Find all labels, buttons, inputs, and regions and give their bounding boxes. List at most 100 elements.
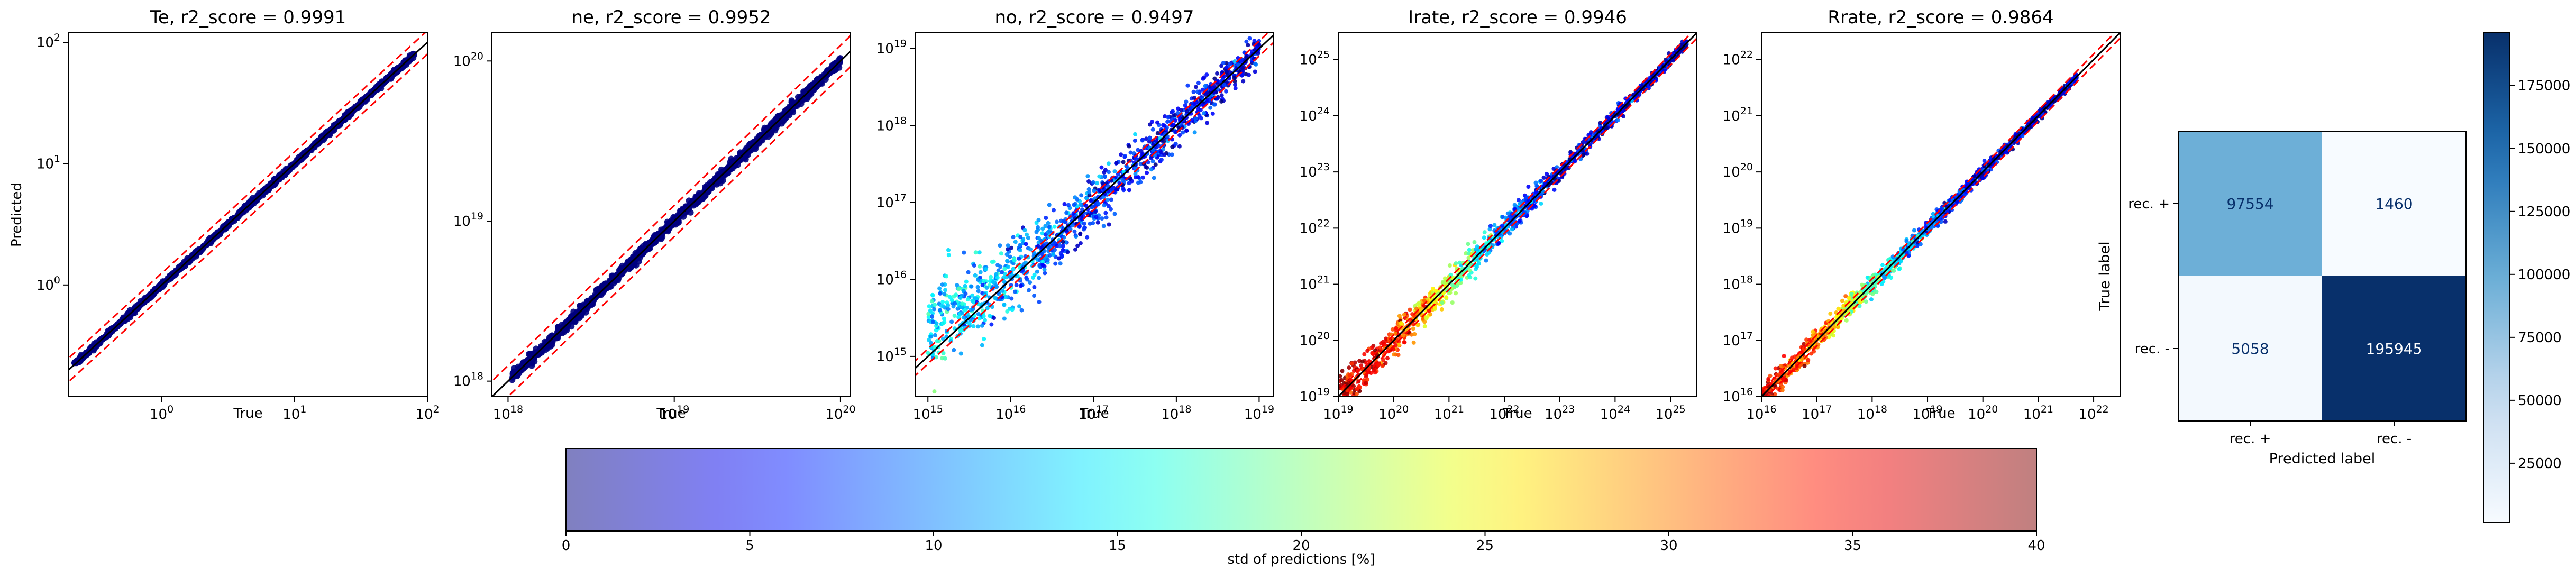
scatter-point — [1100, 216, 1104, 221]
x-axis-ticks: 1015 1016 1017 1018 1019 — [913, 397, 1274, 423]
scatter-point — [1101, 195, 1106, 200]
scatter-point — [1545, 171, 1549, 176]
scatter-point — [1047, 225, 1052, 230]
scatter-point — [1115, 187, 1119, 192]
scatter-point — [1009, 245, 1013, 250]
scatter-point — [1017, 304, 1021, 309]
scatter-point — [947, 295, 952, 299]
scatter-point — [1376, 362, 1381, 367]
scatter-point — [1487, 227, 1492, 232]
scatter-point — [1233, 83, 1237, 87]
scatter-point — [946, 303, 951, 308]
scatter-point — [1039, 252, 1044, 257]
scatter-point — [1447, 263, 1452, 268]
scatter-point — [1432, 305, 1437, 310]
y-axis-label: Predicted — [9, 182, 25, 247]
scatter-point — [1190, 105, 1194, 110]
scatter-point — [368, 91, 375, 98]
scatter-point — [1482, 235, 1486, 240]
scatter-point — [1185, 83, 1190, 88]
scatter-point — [1127, 181, 1131, 186]
scatter-point — [1588, 130, 1593, 135]
scatter-point — [1037, 236, 1042, 241]
scatter-point — [547, 343, 554, 350]
scatter-point — [1078, 203, 1083, 207]
scatter-point — [991, 280, 995, 285]
scatter-point — [1086, 179, 1091, 184]
scatter-point — [1199, 116, 1203, 121]
scatter-point — [989, 274, 993, 279]
scatter-point — [970, 298, 975, 303]
scatter-point — [976, 312, 981, 316]
x-axis-ticks: 100 101 102 — [150, 397, 440, 423]
panel-title: ne, r2_score = 0.9952 — [571, 7, 771, 28]
y-tick-label: 101 — [36, 153, 60, 172]
scatter-point — [1170, 152, 1174, 157]
y-tick-label: 1019 — [876, 38, 907, 57]
scatter-point — [1062, 202, 1067, 206]
scatter-point — [977, 316, 982, 321]
scatter-point — [1204, 72, 1209, 77]
scatter-point — [983, 267, 988, 271]
scatter-point — [926, 315, 931, 319]
scatter-point — [135, 305, 142, 312]
scatter-point — [777, 114, 783, 121]
scatter-point — [1112, 169, 1117, 174]
y-tick-label: 1021 — [1300, 274, 1330, 293]
scatter-point — [1205, 121, 1210, 125]
scatter-point — [1012, 258, 1017, 263]
scatter-point — [1107, 222, 1111, 227]
scatter-panel-irate: Irate, r2_score = 0.9946 1019 1020 1021 102… — [1300, 7, 1697, 423]
scatter-point — [1338, 374, 1342, 379]
scatter-point — [1184, 128, 1189, 133]
scatter-point — [1422, 319, 1427, 324]
scatter-point — [941, 336, 945, 341]
scatter-point — [1155, 120, 1159, 125]
scatter-point — [1458, 277, 1463, 282]
axes-frame — [491, 32, 851, 397]
scatter-point — [999, 251, 1003, 256]
scatter-point — [1087, 193, 1092, 198]
scatter-point — [1054, 219, 1059, 224]
scatter-point — [941, 321, 946, 326]
scatter-panel-te: Te, r2_score = 0.9991 100 101 102 10010110… — [9, 7, 440, 423]
scatter-point — [1177, 133, 1182, 138]
scatter-point — [1104, 215, 1109, 220]
scatter-point — [383, 75, 390, 81]
reference-lines — [492, 34, 851, 397]
scatter-point — [1399, 321, 1403, 325]
scatter-point — [814, 79, 820, 86]
scatter-point — [1163, 114, 1167, 118]
scatter-point — [978, 264, 982, 269]
scatter-point — [1541, 175, 1546, 180]
scatter-point — [976, 278, 981, 282]
scatter-point — [1179, 108, 1183, 113]
scatter-point — [1185, 109, 1190, 114]
scatter-point — [985, 306, 990, 310]
scatter-point — [1109, 207, 1113, 212]
scatter-point — [1621, 114, 1626, 118]
scatter-point — [1161, 123, 1166, 127]
scatter-point — [952, 314, 957, 318]
scatter-point — [930, 319, 935, 324]
scatter-point — [943, 288, 948, 292]
x-tick-label: 1023 — [1545, 404, 1575, 423]
scatter-point — [761, 126, 768, 133]
scatter-point — [1615, 118, 1620, 123]
scatter-point — [1533, 190, 1538, 195]
scatter-point — [1082, 227, 1086, 232]
scatter-point — [958, 328, 963, 333]
scatter-point — [1070, 223, 1075, 228]
scatter-point — [1394, 326, 1399, 331]
scatter-point — [1412, 332, 1417, 336]
scatter-point — [1415, 323, 1420, 327]
scatter-point — [294, 159, 301, 166]
scatter-point — [926, 351, 930, 355]
scatter-point — [961, 315, 966, 320]
scatter-point — [1152, 176, 1156, 180]
scatter-point — [942, 292, 947, 297]
scatter-point — [1095, 220, 1100, 225]
reference-lines — [915, 33, 1274, 377]
identity-line — [915, 34, 1274, 370]
